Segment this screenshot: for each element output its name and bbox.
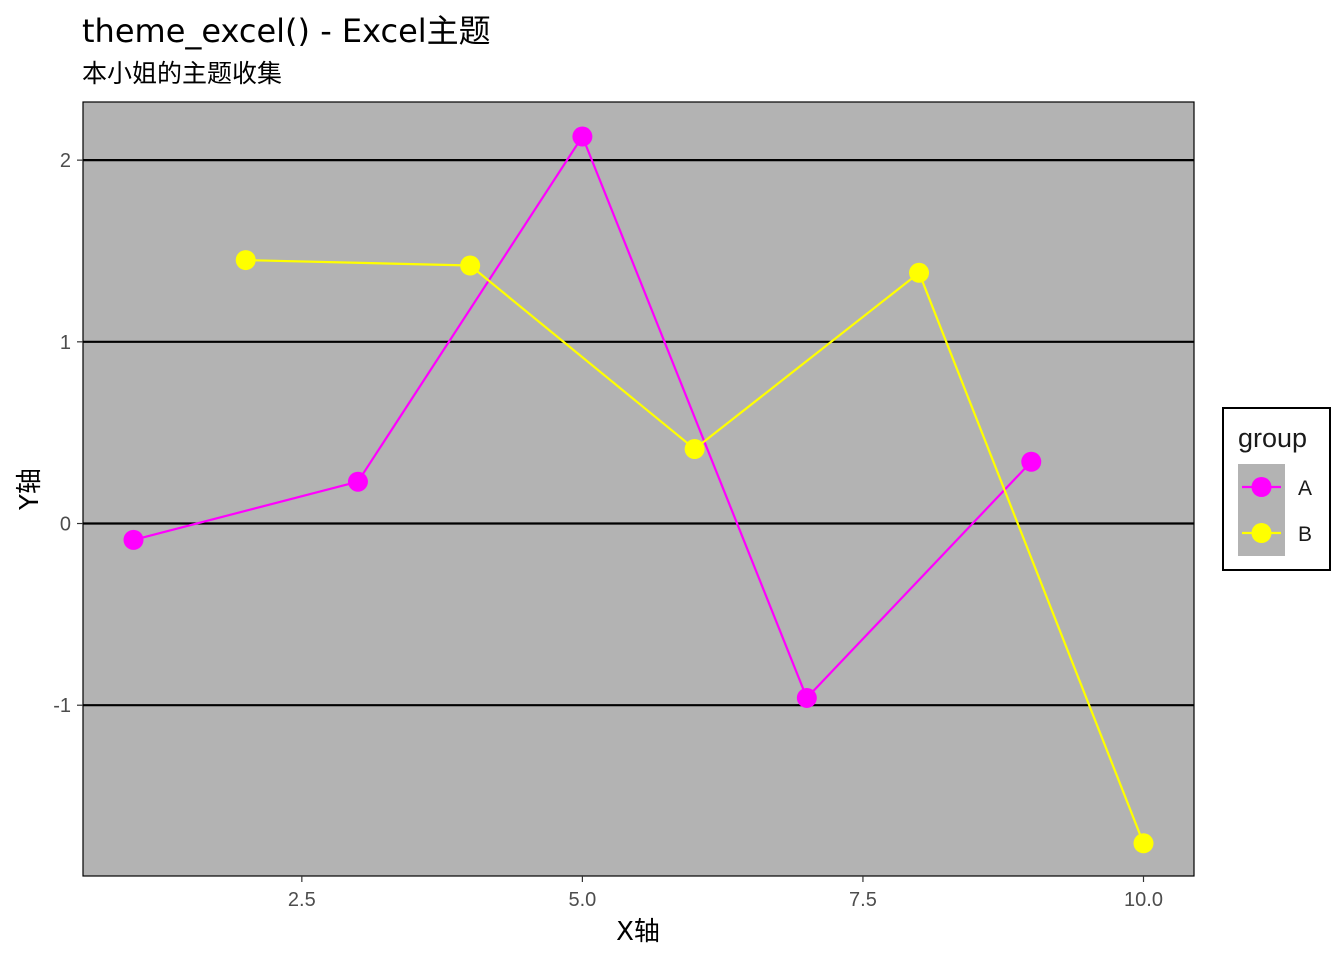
data-point-A bbox=[796, 687, 817, 708]
data-point-B bbox=[909, 262, 930, 283]
y-tick-label: 2 bbox=[60, 150, 71, 172]
legend-label-B: B bbox=[1298, 523, 1312, 546]
y-tick-label: -1 bbox=[53, 695, 71, 717]
legend-key-point-B bbox=[1251, 523, 1272, 543]
chart-subtitle: 本小姐的主题收集 bbox=[82, 59, 283, 88]
x-axis: 2.5 5.0 7.5 10.0 bbox=[288, 876, 1163, 911]
data-point-B bbox=[1133, 833, 1154, 854]
x-tick-label: 10.0 bbox=[1124, 889, 1163, 911]
series-points bbox=[123, 126, 1154, 854]
data-point-B bbox=[460, 255, 481, 276]
legend-key-point-A bbox=[1251, 477, 1272, 497]
legend-title: group bbox=[1238, 423, 1307, 453]
y-axis-title: Y轴 bbox=[15, 468, 45, 511]
legend-label-A: A bbox=[1298, 477, 1312, 500]
grid-lines bbox=[83, 159, 1194, 707]
plot-border bbox=[82, 101, 1195, 877]
plot-panel bbox=[83, 102, 1194, 876]
x-tick-label: 2.5 bbox=[288, 889, 316, 911]
x-tick-label: 5.0 bbox=[568, 889, 596, 911]
legend-items: AB bbox=[1238, 464, 1312, 556]
y-tick-label: 1 bbox=[60, 332, 71, 354]
chart-title: theme_excel() - Excel主题 bbox=[82, 12, 491, 50]
y-tick-label: 0 bbox=[60, 514, 71, 536]
x-tick-label: 7.5 bbox=[849, 889, 877, 911]
data-point-B bbox=[235, 250, 256, 271]
legend: group AB bbox=[1222, 407, 1331, 571]
y-axis: -1 0 1 2 bbox=[53, 150, 83, 717]
data-point-B bbox=[684, 439, 705, 460]
data-point-A bbox=[1021, 451, 1042, 472]
data-point-A bbox=[572, 126, 593, 147]
data-point-A bbox=[123, 529, 144, 550]
data-point-A bbox=[347, 471, 368, 492]
x-axis-title: X轴 bbox=[616, 917, 660, 947]
